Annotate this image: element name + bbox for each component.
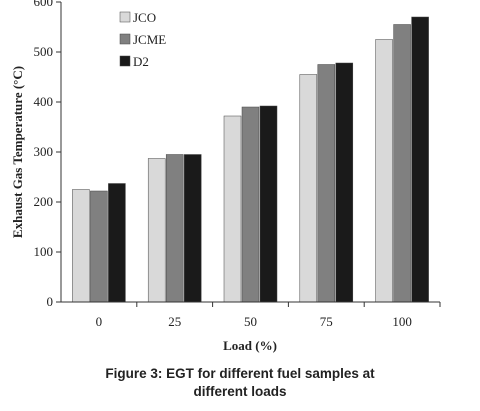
legend-swatch-d2 bbox=[119, 55, 131, 67]
bar-d2-100 bbox=[411, 16, 429, 303]
caption-line-1: Figure 3: EGT for different fuel samples… bbox=[105, 366, 375, 381]
x-ticks-group: 0 25 50 75 100 bbox=[96, 302, 441, 329]
figure-caption: Figure 3: EGT for different fuel samples… bbox=[0, 365, 480, 401]
x-tick-label: 0 bbox=[96, 314, 103, 329]
bar-jco-75 bbox=[299, 74, 318, 303]
bar-d2-75 bbox=[335, 62, 354, 303]
bar-jco-25 bbox=[147, 158, 166, 303]
bar-jcme-75 bbox=[317, 64, 336, 303]
bar-jco-100 bbox=[375, 39, 393, 303]
y-tick-label: 500 bbox=[34, 44, 54, 59]
x-tick-label: 100 bbox=[392, 314, 412, 329]
y-ticks-group: 0 100 200 300 400 500 600 bbox=[34, 0, 61, 309]
caption-line-2: different loads bbox=[193, 384, 287, 399]
bar-d2-0 bbox=[108, 183, 126, 303]
bar-d2-25 bbox=[183, 154, 202, 303]
y-tick-label: 400 bbox=[34, 94, 54, 109]
legend-label-jcme: JCME bbox=[133, 32, 166, 47]
y-tick-label: 600 bbox=[34, 0, 54, 9]
bar-jcme-100 bbox=[393, 24, 411, 303]
legend-label-d2: D2 bbox=[133, 54, 149, 69]
x-axis-title: Load (%) bbox=[223, 338, 277, 353]
bar-jcme-50 bbox=[241, 106, 260, 303]
y-tick-label: 300 bbox=[34, 144, 54, 159]
y-axis-title: Exhaust Gas Temperature (°C) bbox=[10, 66, 25, 238]
bars-group bbox=[72, 16, 429, 303]
legend-label-jco: JCO bbox=[133, 10, 156, 25]
y-tick-label: 200 bbox=[34, 194, 54, 209]
y-tick-label: 0 bbox=[47, 294, 54, 309]
bar-jco-50 bbox=[223, 115, 242, 303]
bar-jcme-25 bbox=[165, 154, 184, 303]
y-tick-label: 100 bbox=[34, 244, 54, 259]
bar-jcme-0 bbox=[90, 190, 108, 303]
bar-d2-50 bbox=[259, 105, 278, 303]
bar-jco-0 bbox=[72, 189, 90, 303]
legend-swatch-jco bbox=[119, 11, 131, 23]
x-tick-label: 50 bbox=[244, 314, 257, 329]
legend-swatch-jcme bbox=[119, 33, 131, 45]
bar-chart: 0 100 200 300 400 500 600 0 25 50 75 100 JCO JCME D2… bbox=[10, 0, 441, 353]
x-tick-label: 25 bbox=[168, 314, 181, 329]
legend: JCO JCME D2 bbox=[119, 10, 166, 69]
x-tick-label: 75 bbox=[320, 314, 333, 329]
